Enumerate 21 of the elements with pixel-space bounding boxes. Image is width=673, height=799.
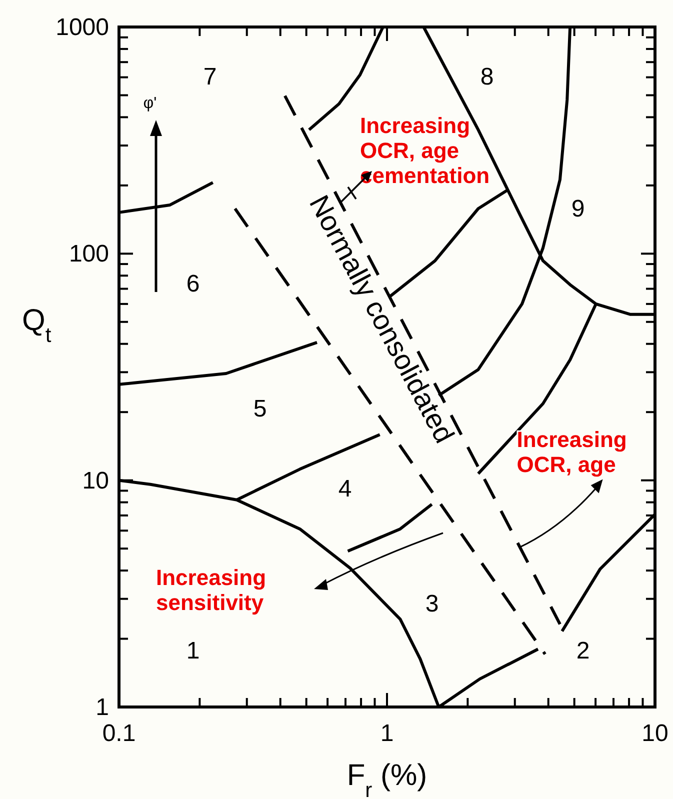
y-axis-title: Q$_{t}$ xyxy=(22,304,52,346)
x-tick-label: 1 xyxy=(380,720,394,747)
annotation: 3 xyxy=(425,590,439,618)
annotation: 9 xyxy=(571,195,585,222)
annotation: 2 xyxy=(576,637,590,664)
x-tick-label: 0.1 xyxy=(102,720,136,747)
annotation: 5 xyxy=(253,395,267,422)
annotation: Increasing OCR, age xyxy=(516,427,627,478)
annotation: 8 xyxy=(480,63,494,90)
annotation: 7 xyxy=(203,63,217,90)
y-tick-label: 1 xyxy=(96,694,109,721)
y-tick-label: 100 xyxy=(68,240,109,268)
y-tick-label: 1000 xyxy=(56,14,109,41)
x-axis-title: F$_{r}$ (%) xyxy=(346,759,428,799)
annotation: 6 xyxy=(186,270,200,298)
y-tick-label: 10 xyxy=(82,467,109,494)
annotation: 1 xyxy=(186,637,200,664)
annotation: Increasing sensitivity xyxy=(156,565,266,615)
annotation: φ' xyxy=(143,95,157,112)
annotation: 4 xyxy=(338,475,352,502)
x-tick-label: 10 xyxy=(642,720,668,747)
